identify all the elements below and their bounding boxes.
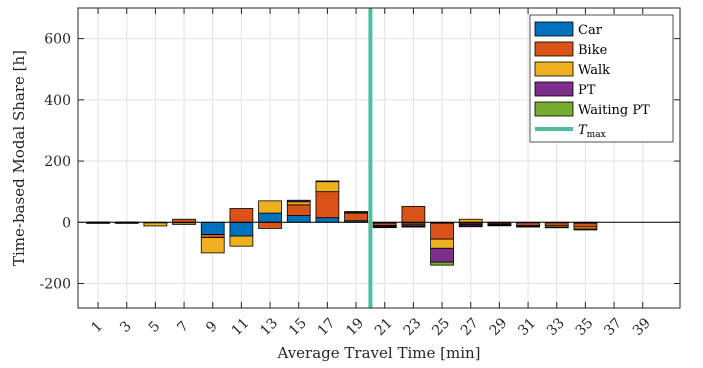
y-tick-label: 600 — [44, 32, 71, 48]
bar-bike-19 — [344, 212, 368, 222]
bar-waiting-pt-21 — [372, 226, 397, 229]
legend-swatch-pt — [534, 81, 574, 97]
ticks — [78, 8, 680, 308]
legend-item-bike: Bike — [534, 41, 608, 58]
grid — [78, 8, 680, 308]
x-tick-label: 39 — [630, 315, 654, 339]
bar-walk-25 — [430, 238, 454, 249]
x-tick-label: 37 — [601, 315, 625, 339]
bar-bike-15 — [286, 204, 311, 216]
bar-bike-17 — [315, 191, 340, 219]
bar-pt-35 — [573, 228, 598, 231]
plot-area-frame — [77, 7, 681, 309]
bar-pt-33 — [544, 226, 569, 229]
bar-walk-15 — [286, 201, 311, 206]
bar-walk-11 — [229, 235, 254, 247]
legend-label-pt: PT — [578, 83, 596, 98]
bar-car-9 — [200, 221, 225, 235]
bar-pt-19 — [344, 211, 368, 213]
bar-bike-25 — [430, 222, 454, 240]
bar-car-15 — [286, 215, 311, 223]
bar-waiting-pt-27 — [458, 225, 483, 228]
bar-car-11 — [229, 221, 254, 237]
y-tick-label: 200 — [44, 154, 71, 170]
legend-label-walk: Walk — [578, 63, 610, 78]
x-axis-label: Average Travel Time [min] — [276, 344, 480, 362]
bar-pt-29 — [487, 224, 512, 227]
bar-walk-17 — [315, 181, 340, 193]
bar-walk-5 — [143, 222, 168, 227]
x-tick-label: 13 — [257, 315, 281, 339]
x-tick-label: 19 — [343, 315, 367, 339]
x-tick-label: 31 — [515, 315, 539, 339]
x-tick-label: 29 — [487, 315, 511, 339]
x-tick-label: 7 — [174, 318, 192, 336]
legend-item-pt: PT — [534, 81, 596, 98]
x-tick-label: 23 — [401, 315, 425, 339]
y-axis-label: Time-based Modal Share [h] — [10, 50, 28, 266]
bar-bike-11 — [229, 208, 254, 223]
legend-label-waiting-pt: Waiting PT — [578, 103, 650, 118]
legend-swatch-walk — [534, 61, 574, 77]
x-tick-label: 15 — [286, 315, 310, 339]
x-tick-label: 1 — [88, 318, 106, 336]
bar-walk-9 — [200, 237, 225, 254]
bar-waiting-pt-25 — [430, 261, 454, 266]
bar-bike-9 — [200, 234, 225, 238]
bar-waiting-pt-23 — [401, 225, 426, 228]
x-tick-labels: 1 3 5 7 9 11 13 15 17 19 21 23 25 27 29 31 33 35 37 39 — [88, 315, 653, 339]
x-tick-label: 17 — [315, 315, 339, 339]
legend-swatch-bike — [534, 41, 574, 57]
legend-swatch-car — [534, 21, 574, 37]
x-tick-label: 21 — [372, 315, 396, 339]
x-tick-label: 11 — [229, 315, 253, 339]
bar-bike-35 — [573, 222, 598, 228]
x-tick-label: 25 — [429, 315, 453, 339]
bar-pt-25 — [430, 247, 454, 263]
x-tick-label: 5 — [146, 318, 164, 336]
x-tick-label: 3 — [117, 318, 135, 336]
x-tick-label: 33 — [544, 315, 568, 339]
legend: Car Bike Walk PT Waiting PT Tmax — [529, 14, 674, 143]
bar-bike-23 — [401, 205, 426, 223]
legend-item-walk: Walk — [534, 61, 610, 78]
bar-pt-31 — [516, 225, 540, 228]
bar-car-17 — [315, 217, 340, 223]
bar-walk-13 — [258, 200, 282, 214]
legend-label-t-max: Tmax — [578, 123, 606, 140]
bar-bike-13 — [258, 221, 282, 229]
y-tick-label: 0 — [62, 215, 71, 231]
y-tick-labels: -200 0 200 400 600 — [40, 32, 71, 293]
x-tick-label: 27 — [458, 315, 482, 339]
legend-label-bike: Bike — [578, 43, 608, 58]
legend-label-t-max-main: T — [578, 123, 588, 138]
bar-walk-7 — [172, 222, 196, 225]
bar-pt-15 — [286, 199, 311, 203]
legend-item-waiting-pt: Waiting PT — [534, 101, 650, 118]
bar-car-13 — [258, 212, 282, 223]
legend-item-t-max: Tmax — [535, 123, 606, 140]
legend-item-car: Car — [534, 21, 603, 38]
x-tick-label: 35 — [573, 315, 597, 339]
x-tick-label: 9 — [203, 318, 221, 336]
legend-label-car: Car — [578, 23, 603, 38]
legend-label-t-max-sub: max — [587, 130, 606, 140]
bar-pt-17 — [315, 180, 340, 183]
y-tick-label: 400 — [44, 93, 71, 109]
legend-swatch-waiting-pt — [534, 101, 574, 117]
y-tick-label: -200 — [40, 277, 71, 293]
